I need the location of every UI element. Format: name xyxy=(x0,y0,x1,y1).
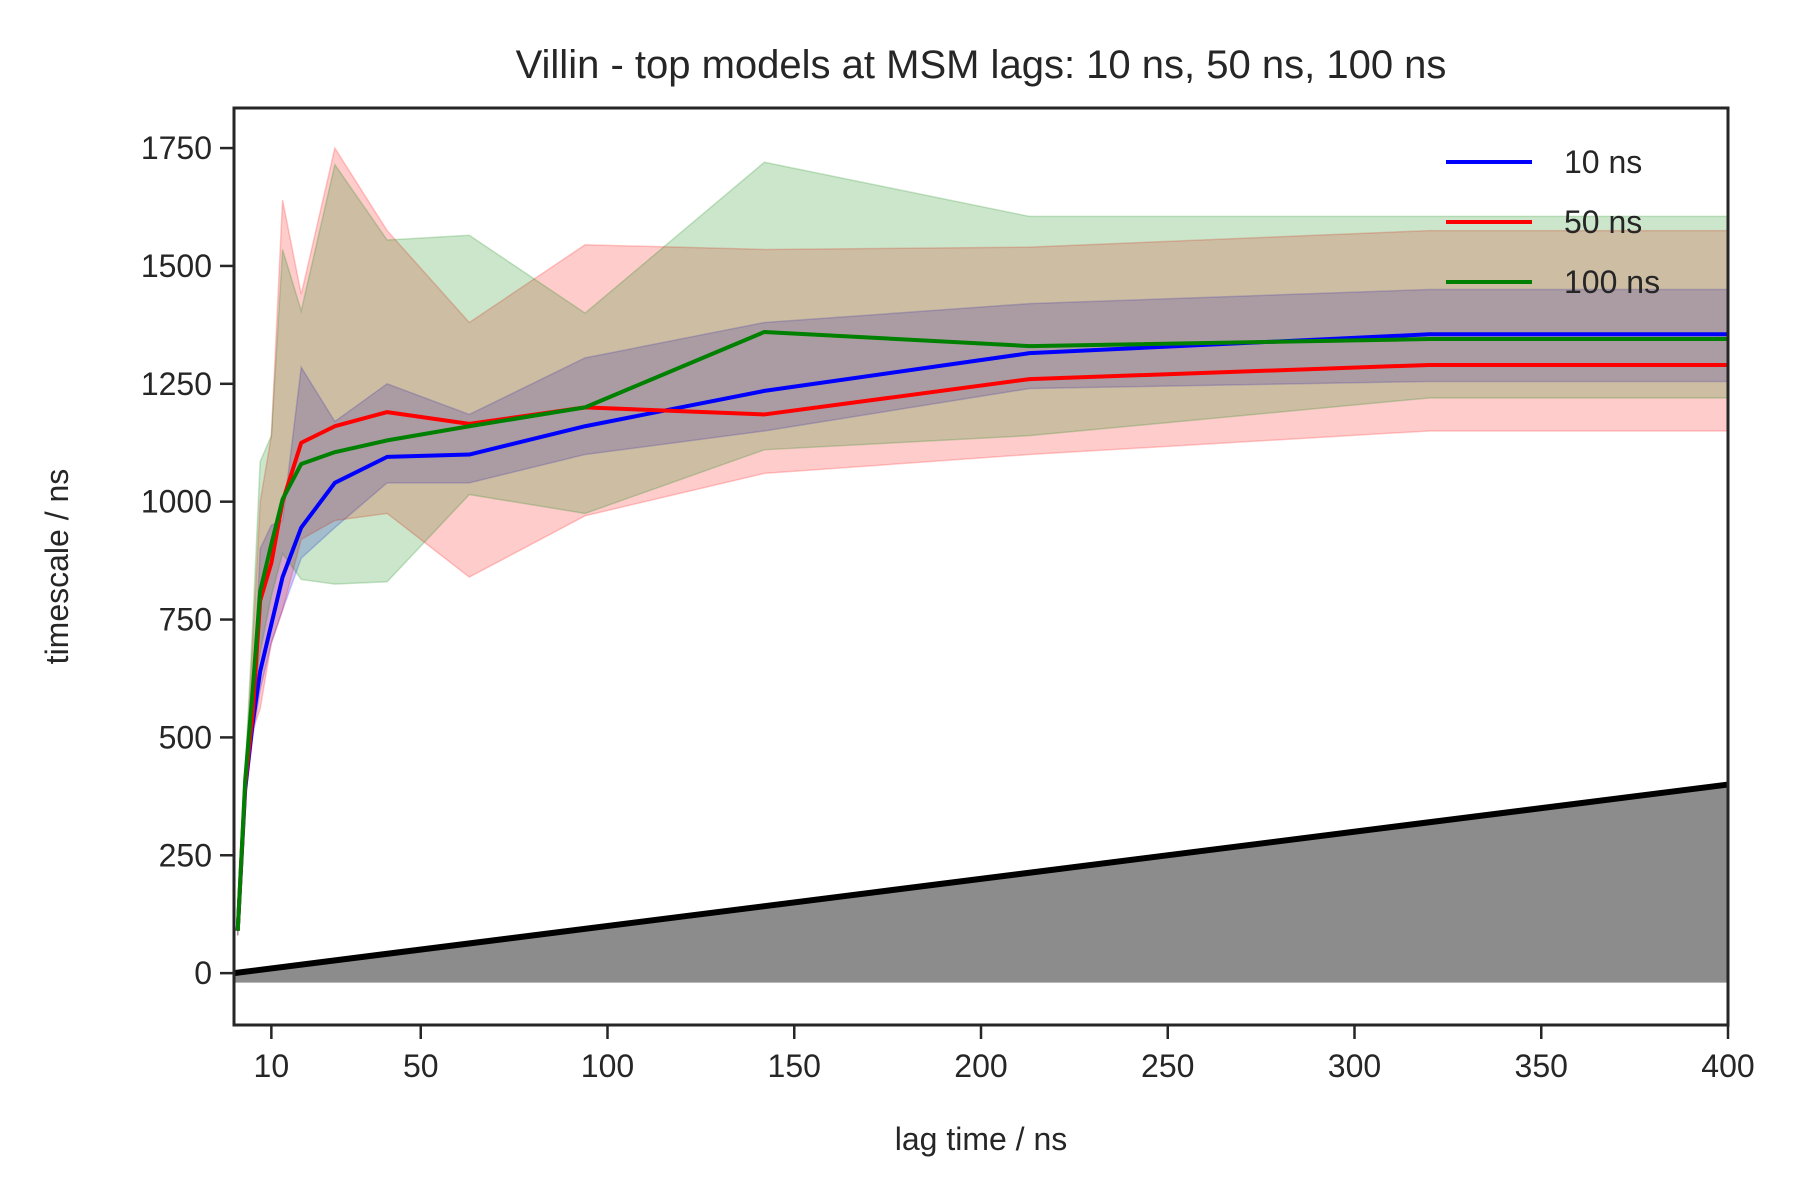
y-tick-label: 0 xyxy=(194,955,212,991)
x-axis-label: lag time / ns xyxy=(895,1121,1068,1157)
y-tick-label: 500 xyxy=(159,719,212,755)
legend-label-50-ns: 50 ns xyxy=(1564,204,1642,240)
legend-label-10-ns: 10 ns xyxy=(1564,144,1642,180)
x-tick-label: 300 xyxy=(1328,1048,1381,1084)
x-tick-label: 50 xyxy=(403,1048,439,1084)
y-tick-label: 1500 xyxy=(141,248,212,284)
line-100-ns xyxy=(235,329,1728,931)
legend: 10 ns 50 ns 100 ns xyxy=(1446,144,1660,300)
x-axis-ticks: 10 50 100 150 200 250 300 350 400 xyxy=(254,1025,1755,1084)
x-tick-label: 350 xyxy=(1515,1048,1568,1084)
chart-title: Villin - top models at MSM lags: 10 ns, … xyxy=(516,43,1447,87)
x-tick-label: 10 xyxy=(254,1048,290,1084)
x-tick-label: 100 xyxy=(581,1048,634,1084)
reference-line xyxy=(233,781,1729,977)
x-tick-label: 250 xyxy=(1141,1048,1194,1084)
x-tick-label: 150 xyxy=(768,1048,821,1084)
series-lines xyxy=(235,329,1728,931)
y-tick-label: 250 xyxy=(159,837,212,873)
y-tick-label: 750 xyxy=(159,602,212,638)
y-tick-label: 1000 xyxy=(141,484,212,520)
y-tick-label: 1750 xyxy=(141,130,212,166)
x-tick-label: 400 xyxy=(1701,1048,1754,1084)
x-tick-label: 200 xyxy=(954,1048,1007,1084)
y-tick-label: 1250 xyxy=(141,366,212,402)
y-axis-label: timescale / ns xyxy=(39,469,75,665)
reference-line-group xyxy=(233,781,1729,983)
legend-label-100-ns: 100 ns xyxy=(1564,264,1660,300)
y-axis-ticks: 0 250 500 750 1000 1250 1500 1750 xyxy=(141,130,234,991)
